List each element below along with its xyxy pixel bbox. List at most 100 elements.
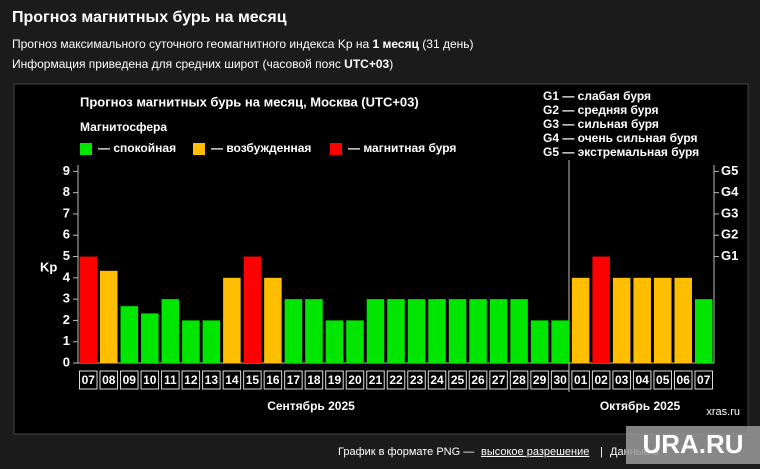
- date-box: [366, 370, 385, 390]
- y-label: Kp: [40, 259, 57, 274]
- bar: [674, 277, 692, 363]
- legend-swatch: [330, 143, 342, 155]
- bar: [428, 299, 446, 363]
- legend-label: — возбужденная: [211, 141, 311, 155]
- x-tick-label: 08: [102, 373, 116, 387]
- x-tick-label: 12: [184, 373, 198, 387]
- x-tick-label: 17: [287, 373, 301, 387]
- x-tick-label: 10: [143, 373, 157, 387]
- y2-tick-label: G4: [721, 184, 739, 199]
- footer-link[interactable]: высокое разрешение: [481, 446, 589, 458]
- date-box: [673, 370, 693, 390]
- bar: [346, 320, 364, 363]
- x-tick-label: 03: [615, 373, 629, 387]
- g-legend: G1 — слабая буря: [543, 89, 651, 103]
- watermark-bg: [626, 426, 760, 464]
- x-tick-label: 07: [697, 373, 711, 387]
- page-title: Прогноз магнитных бурь на месяц: [12, 9, 287, 26]
- x-tick-label: 25: [451, 373, 465, 387]
- date-box: [284, 370, 303, 390]
- chart-title: Прогноз магнитных бурь на месяц, Москва …: [80, 94, 419, 109]
- bar: [100, 270, 118, 363]
- date-box: [79, 370, 98, 390]
- date-box: [161, 370, 180, 390]
- x-tick-label: 28: [512, 373, 526, 387]
- y-tick-label: 3: [63, 291, 70, 306]
- x-tick-label: 22: [389, 373, 403, 387]
- date-box: [120, 370, 139, 390]
- x-tick-label: 24: [430, 373, 444, 387]
- x-tick-label: 23: [410, 373, 424, 387]
- date-box: [612, 370, 631, 390]
- info-line: Информация приведена для средних широт (…: [12, 57, 393, 71]
- date-box: [571, 370, 590, 390]
- y2-tick-label: G2: [721, 227, 738, 242]
- bar: [407, 299, 426, 363]
- g-legend: G5 — экстремальная буря: [543, 145, 699, 159]
- info-line: Прогноз максимального суточного геомагни…: [12, 37, 474, 51]
- bar: [305, 299, 323, 363]
- legend-swatch: [80, 143, 92, 155]
- date-box: [448, 370, 467, 390]
- date-box: [407, 370, 426, 390]
- date-box: [530, 370, 549, 390]
- t: Информация приведена для средних широт (…: [12, 57, 341, 71]
- y-tick-label: 0: [63, 354, 70, 369]
- x-tick-label: 06: [677, 373, 691, 387]
- month-label: Октябрь 2025: [600, 399, 681, 413]
- t: UTC+03: [344, 57, 389, 71]
- date-box: [427, 370, 447, 390]
- y-tick-label: 7: [63, 205, 70, 220]
- date-box: [509, 370, 529, 390]
- bar: [551, 320, 569, 363]
- x-tick-label: 29: [533, 373, 547, 387]
- x-tick-label: 11: [164, 373, 177, 387]
- x-tick-label: 09: [123, 373, 137, 387]
- bar: [202, 320, 221, 363]
- date-box: [243, 370, 262, 390]
- bar: [592, 256, 610, 363]
- bar: [325, 320, 344, 363]
- y-tick-label: 4: [63, 269, 71, 284]
- date-box: [591, 370, 611, 390]
- bar: [469, 299, 487, 363]
- x-tick-label: 02: [594, 373, 608, 387]
- date-box: [653, 370, 672, 390]
- x-tick-label: 16: [266, 373, 280, 387]
- y2-tick-label: G1: [721, 248, 738, 263]
- bar: [284, 299, 303, 363]
- x-tick-label: 04: [636, 373, 650, 387]
- source: xras.ru: [706, 406, 740, 418]
- date-box: [468, 370, 488, 390]
- bar: [387, 299, 405, 363]
- x-tick-label: 18: [307, 373, 321, 387]
- bar: [182, 320, 200, 363]
- bar: [571, 277, 590, 363]
- date-box: [550, 370, 570, 390]
- y-tick-label: 6: [63, 227, 70, 242]
- date-box: [140, 370, 160, 390]
- legend-label: — спокойная: [98, 141, 176, 155]
- x-tick-label: 07: [82, 373, 96, 387]
- legend-swatch: [193, 143, 205, 155]
- y2-tick-label: G3: [721, 205, 738, 220]
- g-legend: G2 — средняя буря: [543, 103, 659, 117]
- footer-sep: |: [600, 446, 603, 458]
- bar: [489, 299, 508, 363]
- chart-frame: [13, 83, 749, 435]
- date-box: [325, 370, 344, 390]
- legend-label: — магнитная буря: [348, 141, 456, 155]
- x-tick-label: 20: [348, 373, 362, 387]
- y-tick-label: 1: [63, 333, 70, 348]
- g-legend: G4 — очень сильная буря: [543, 131, 698, 145]
- bar: [79, 256, 98, 363]
- date-box: [263, 370, 283, 390]
- bar: [694, 299, 713, 363]
- bar: [633, 277, 651, 363]
- date-box: [222, 370, 242, 390]
- x-tick-label: 05: [656, 373, 670, 387]
- x-tick-label: 14: [225, 373, 239, 387]
- t: ): [389, 57, 393, 71]
- bar: [366, 299, 385, 363]
